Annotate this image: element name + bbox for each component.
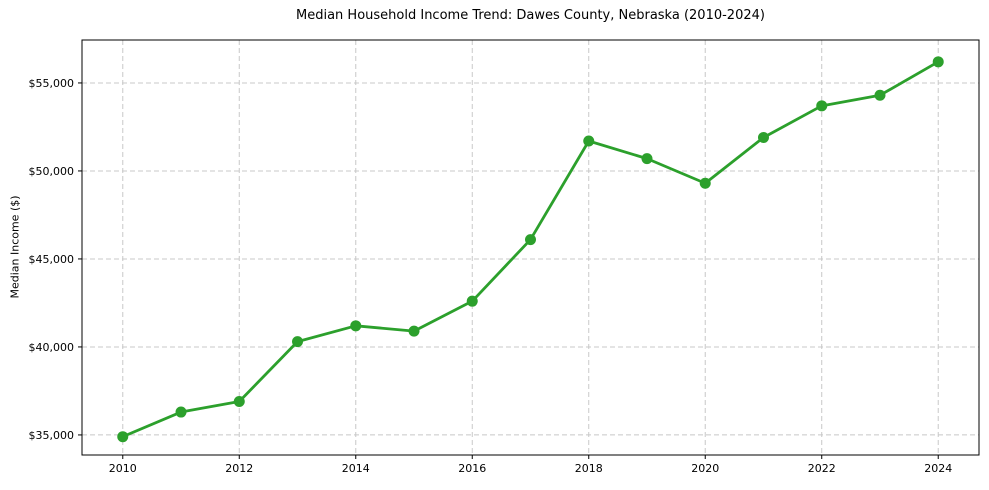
x-tick-label: 2010 [109,462,137,475]
y-tick-label: $55,000 [29,77,75,90]
data-point-2020 [699,177,711,189]
data-point-2024 [932,56,944,68]
data-point-2013 [292,336,304,348]
data-point-2010 [117,431,129,443]
income-trend-line [121,60,940,439]
y-tick-label: $40,000 [29,341,75,354]
data-point-2022 [816,100,828,112]
data-point-2016 [466,295,478,307]
data-point-2014 [350,320,362,332]
y-tick-label: $45,000 [29,253,75,266]
data-point-2011 [175,406,187,418]
chart-title: Median Household Income Trend: Dawes Cou… [296,8,765,23]
data-point-2023 [874,89,886,101]
data-point-2018 [583,135,595,147]
data-point-2021 [757,132,769,144]
x-tick-label: 2016 [458,462,486,475]
x-tick-label: 2020 [691,462,719,475]
y-tick-label: $50,000 [29,165,75,178]
x-tick-label: 2012 [225,462,253,475]
plot-border [81,39,980,456]
data-point-2015 [408,325,420,337]
data-point-2017 [525,234,536,246]
x-tick-label: 2024 [924,462,952,475]
x-tick-label: 2022 [808,462,836,475]
data-point-2019 [641,153,653,165]
x-tick-label: 2018 [575,462,603,475]
y-tick-label: $35,000 [29,429,75,442]
data-point-2012 [233,395,245,407]
x-tick-label: 2014 [342,462,370,475]
